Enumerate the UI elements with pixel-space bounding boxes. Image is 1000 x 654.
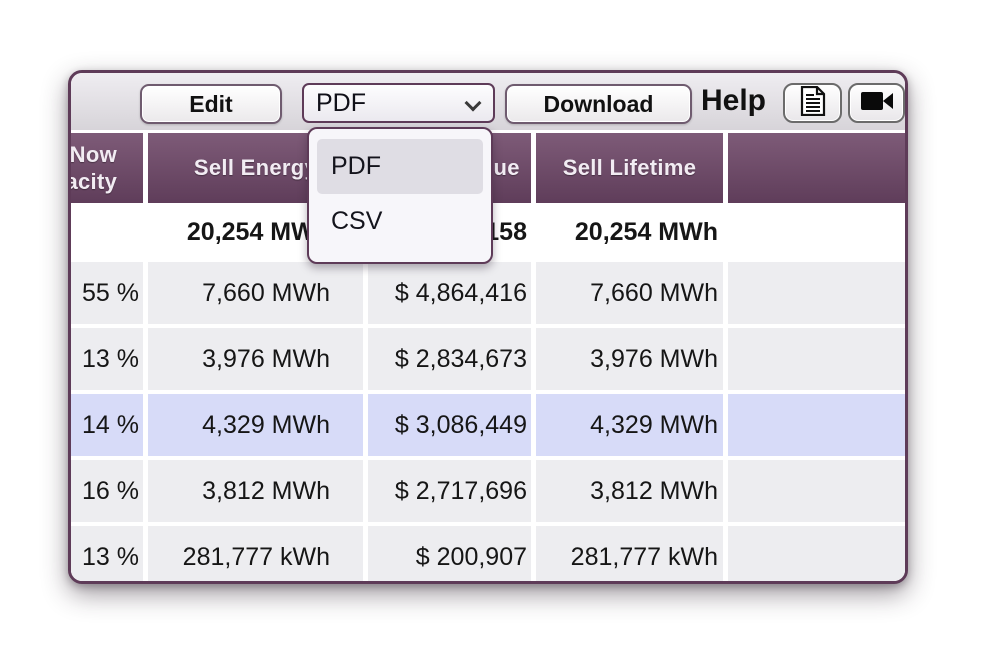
table-cell[interactable]: 281,777 kWh [148,526,363,581]
help-label: Help [701,84,767,117]
table-cell[interactable] [728,328,905,390]
table-cell[interactable]: 281,777 kWh [536,526,723,581]
table-cell-selected[interactable] [728,394,905,456]
table-cell[interactable]: 3,812 MWh [148,460,363,522]
format-dropdown-menu: PDF CSV [307,127,493,264]
dropdown-option-csv[interactable]: CSV [331,207,383,235]
table-cell[interactable]: $ 2,834,673 [368,328,531,390]
table-cell[interactable]: 16 % [71,460,143,522]
table-cell[interactable] [728,460,905,522]
totals-lifetime-cell: 20,254 MWh [536,207,723,258]
help-video-button[interactable] [848,83,905,123]
column-header-sell-lifetime: Sell Lifetime [536,133,723,203]
format-select-value: PDF [316,88,366,117]
column-header-blank [728,133,905,203]
table-cell-selected[interactable]: 4,329 MWh [148,394,363,456]
dropdown-option-pdf[interactable]: PDF [317,139,483,194]
document-icon [800,85,826,121]
table-cell-selected[interactable]: 4,329 MWh [536,394,723,456]
format-select[interactable]: PDF [302,83,495,123]
help-document-button[interactable] [783,83,842,123]
table-cell[interactable]: $ 200,907 [368,526,531,581]
table-cell[interactable] [728,526,905,581]
column-header-now-capacity: Now Capacity [71,133,143,203]
video-camera-icon [860,89,894,118]
totals-capacity-cell [71,207,143,258]
table-cell[interactable]: $ 4,864,416 [368,262,531,324]
toolbar: Edit Download Help [71,73,905,130]
table-cell[interactable]: 7,660 MWh [148,262,363,324]
table-cell[interactable]: 3,976 MWh [148,328,363,390]
table-cell[interactable]: 3,976 MWh [536,328,723,390]
table-cell[interactable]: 13 % [71,526,143,581]
report-window: Now Capacity Sell Energy Sell Revenue Se… [68,70,908,584]
table-cell[interactable]: $ 2,717,696 [368,460,531,522]
table-cell-selected[interactable]: 14 % [71,394,143,456]
chevron-down-icon [464,94,482,112]
download-button[interactable]: Download [505,84,692,124]
table-cell[interactable] [728,262,905,324]
totals-extra-cell [728,207,905,258]
edit-button[interactable]: Edit [140,84,282,124]
table-cell[interactable]: 55 % [71,262,143,324]
table-cell[interactable]: 7,660 MWh [536,262,723,324]
table-cell[interactable]: 3,812 MWh [536,460,723,522]
table-cell-selected[interactable]: $ 3,086,449 [368,394,531,456]
table-cell[interactable]: 13 % [71,328,143,390]
